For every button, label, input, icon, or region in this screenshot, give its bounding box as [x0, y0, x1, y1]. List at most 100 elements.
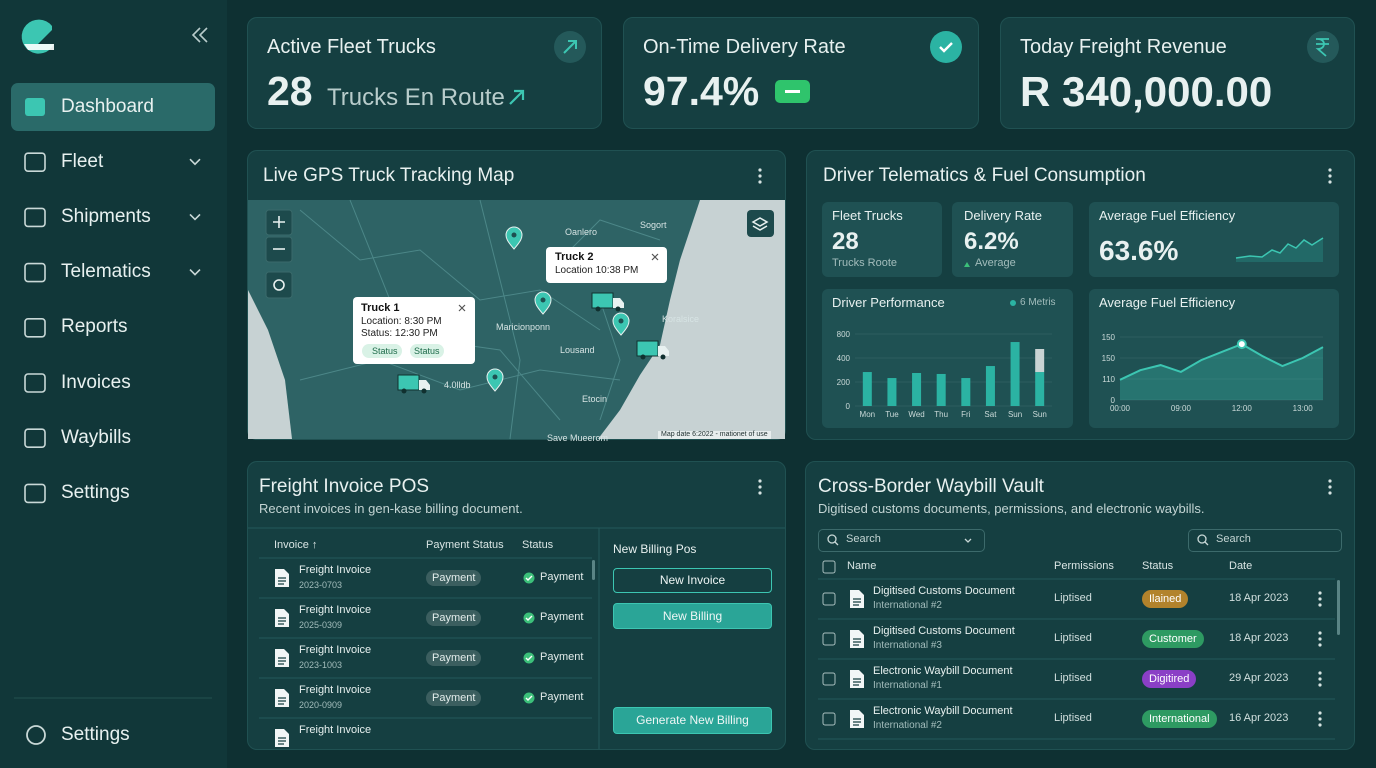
kebab-icon	[758, 479, 762, 483]
billing-button[interactable]: New Billing	[613, 603, 772, 629]
status-icon	[525, 655, 533, 661]
truck-icon	[658, 346, 669, 356]
truck-icon	[640, 354, 646, 360]
kebab-icon	[1328, 174, 1332, 178]
kebab-icon	[1328, 180, 1332, 184]
document-icon	[853, 638, 861, 646]
x-tick-label: Sat	[984, 410, 997, 419]
nav-icon	[24, 207, 46, 228]
bar	[1010, 342, 1020, 406]
card-title: Cross-Border Waybill Vault	[818, 475, 1044, 497]
invoice-id: 2023-0703	[299, 579, 343, 590]
kpi-title: Today Freight Revenue	[1020, 36, 1227, 58]
map-attribution: Map date 6:2022 - mationet of use	[658, 430, 771, 440]
map-pin	[505, 226, 523, 250]
invoice-id: 2020-0909	[299, 699, 343, 710]
map-place: Lousand	[560, 344, 595, 355]
invoice-name: Freight Invoice	[299, 644, 372, 657]
map-place: Etocin	[582, 393, 608, 404]
bar	[1035, 372, 1045, 406]
map-place: Maricionponn	[496, 321, 551, 332]
legend: 6 Metris	[1020, 297, 1056, 308]
nav-item[interactable]: Fleet	[61, 150, 104, 172]
kebab-icon	[1318, 683, 1322, 687]
checkbox	[822, 560, 836, 574]
card-title: Live GPS Truck Tracking Map	[263, 164, 515, 186]
truck-icon	[401, 388, 407, 394]
x-tick-label: 00:00	[1110, 404, 1131, 413]
payment-badge: Payment	[426, 570, 482, 586]
document-sub: International #3	[873, 640, 942, 651]
map-pin	[492, 374, 498, 380]
document-name: Electronic Waybill Document	[873, 705, 1013, 718]
truck-icon	[660, 354, 666, 360]
map-place: Oanlero	[565, 226, 598, 237]
date: 18 Apr 2023	[1229, 632, 1289, 645]
scrollbar	[1337, 580, 1340, 635]
kebab-icon	[1318, 723, 1322, 727]
area	[1120, 344, 1323, 400]
billing-button[interactable]: Generate New Billing	[613, 707, 772, 734]
document-sub: International #2	[873, 600, 942, 611]
status-badge: Digitired	[1142, 670, 1197, 688]
x-tick-label: Sun	[1008, 410, 1022, 419]
invoice-status: Payment	[540, 611, 584, 624]
nav-item[interactable]: Dashboard	[61, 95, 154, 117]
chart-title: Driver Performance	[832, 295, 945, 311]
billing-button[interactable]: New Invoice	[613, 568, 772, 593]
nav-icon	[24, 262, 46, 283]
nav-item[interactable]: Reports	[61, 316, 128, 338]
truck-icon	[613, 298, 624, 308]
x-tick-label: 09:00	[1171, 404, 1192, 413]
bar	[936, 373, 946, 406]
map-pin	[534, 291, 552, 315]
document-name: Digitised Customs Document	[873, 625, 1015, 638]
date: 16 Apr 2023	[1229, 712, 1289, 725]
layers-button	[747, 210, 774, 237]
stat-label: Fleet Trucks	[832, 208, 903, 224]
kebab-icon	[1328, 168, 1332, 172]
kebab-icon	[1328, 491, 1332, 495]
locate-icon	[273, 279, 285, 291]
kebab-icon	[1328, 485, 1332, 489]
document-icon	[278, 697, 286, 705]
map-road	[479, 199, 521, 440]
arrow-icon	[563, 40, 577, 54]
kebab-icon	[758, 180, 762, 184]
document-icon	[278, 737, 286, 745]
kpi-value: 97.4%	[643, 68, 760, 115]
nav-item[interactable]: Shipments	[61, 206, 151, 227]
truck-icon	[615, 306, 621, 312]
nav-item[interactable]: Settings	[61, 482, 130, 503]
kebab-icon	[1318, 631, 1322, 635]
checkbox	[822, 592, 836, 606]
truck-icon	[397, 374, 420, 391]
nav-item[interactable]: Telematics	[61, 261, 151, 283]
line	[1119, 342, 1324, 381]
document-sub: International #2	[873, 720, 942, 731]
document-name: Electronic Waybill Document	[873, 665, 1013, 678]
invoice-id: 2023-1003	[299, 659, 343, 670]
stat-panel	[952, 202, 1073, 277]
permission: Liptised	[1054, 712, 1092, 725]
nav-item[interactable]: Waybills	[61, 426, 132, 448]
search-box[interactable]	[1188, 529, 1342, 552]
search-box[interactable]	[818, 529, 985, 552]
invoice-name: Freight Invoice	[299, 684, 372, 697]
trend-icon	[509, 89, 525, 105]
nav-icon	[25, 98, 45, 116]
nav-item[interactable]: Invoices	[61, 371, 131, 393]
nav-icon	[24, 373, 46, 393]
nav-item[interactable]: Settings	[61, 723, 130, 745]
kebab-icon	[1318, 603, 1322, 607]
kebab-icon	[1318, 637, 1322, 641]
document-icon	[278, 657, 286, 665]
invoice-status: Payment	[540, 651, 584, 664]
document-icon	[278, 577, 286, 585]
popup-line: Status: 12:30 PM	[361, 328, 438, 339]
popup-line: Location 10:38 PM	[555, 265, 639, 276]
invoice-status: Payment	[540, 691, 584, 704]
kebab-icon	[1318, 711, 1322, 715]
x-tick-label: 12:00	[1232, 404, 1253, 413]
card-subtitle: Digitised customs documents, permissions…	[818, 501, 1205, 517]
